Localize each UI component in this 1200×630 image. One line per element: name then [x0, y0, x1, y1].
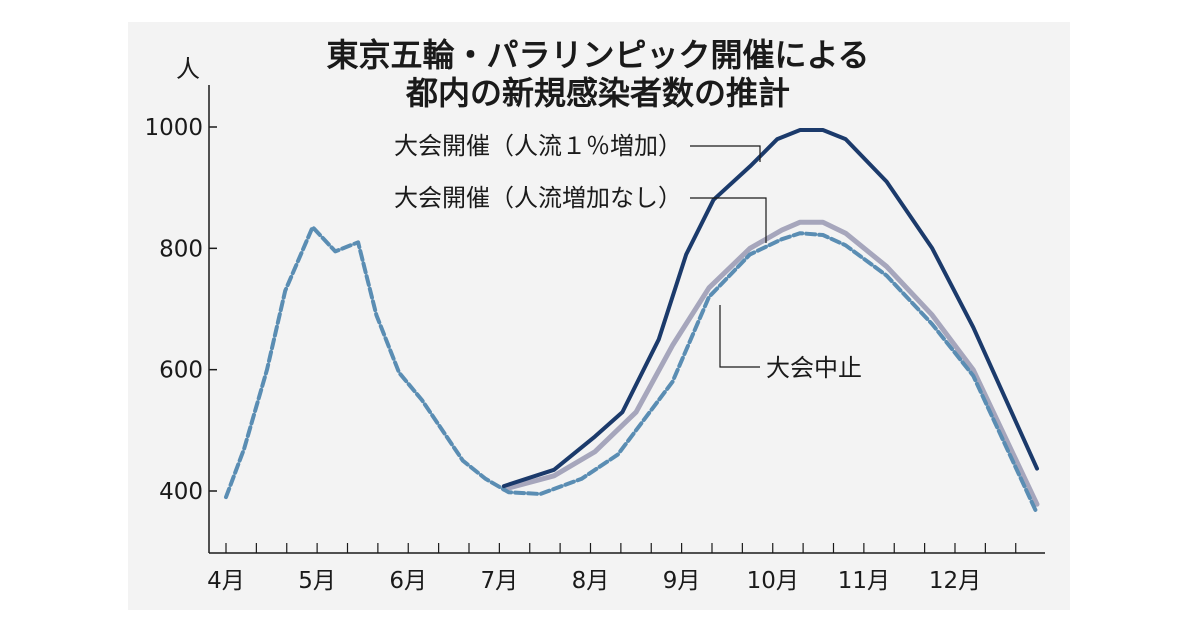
x-axis-ticks: 4月 5月 6月 7月 8月 9月 10月 11月 12月: [207, 543, 1017, 594]
y-axis-unit: 人: [176, 55, 200, 83]
y-tick-label: 800: [159, 236, 203, 262]
y-tick-label: 400: [159, 479, 203, 505]
x-tick-label: 8月: [572, 568, 610, 594]
x-tick-label: 4月: [207, 568, 245, 594]
annotation-leaders: [690, 145, 767, 368]
series-line-2: [501, 219, 1040, 507]
x-tick-label: 9月: [663, 568, 701, 594]
x-tick-label: 7月: [481, 568, 519, 594]
leader-series-1: [690, 145, 761, 162]
annotation-cancelled: 大会中止: [766, 354, 862, 382]
x-tick-label: 10月: [747, 568, 799, 594]
y-tick-label: 1000: [144, 115, 203, 141]
annotation-olympics-1pct: 大会開催（人流１％増加）: [394, 132, 682, 160]
annotation-olympics-no-increase: 大会開催（人流増加なし）: [394, 184, 682, 212]
series-line-1: [501, 128, 1039, 489]
y-axis-ticks: 400 600 800 1000: [144, 115, 217, 505]
chart-panel: [128, 22, 1070, 610]
series-lines: [224, 128, 1040, 516]
chart-title-line-2: 都内の新規感染者数の推計: [405, 74, 790, 112]
chart-title-line-1: 東京五輪・パラリンピック開催による: [326, 36, 869, 74]
leader-series-2: [690, 197, 767, 243]
x-tick-label: 12月: [929, 568, 981, 594]
x-tick-label: 6月: [389, 568, 427, 594]
x-tick-label: 5月: [298, 568, 336, 594]
leader-series-3: [719, 305, 760, 368]
y-tick-label: 600: [159, 358, 203, 384]
x-tick-label: 11月: [838, 568, 890, 594]
series-line-3: [224, 225, 1039, 516]
